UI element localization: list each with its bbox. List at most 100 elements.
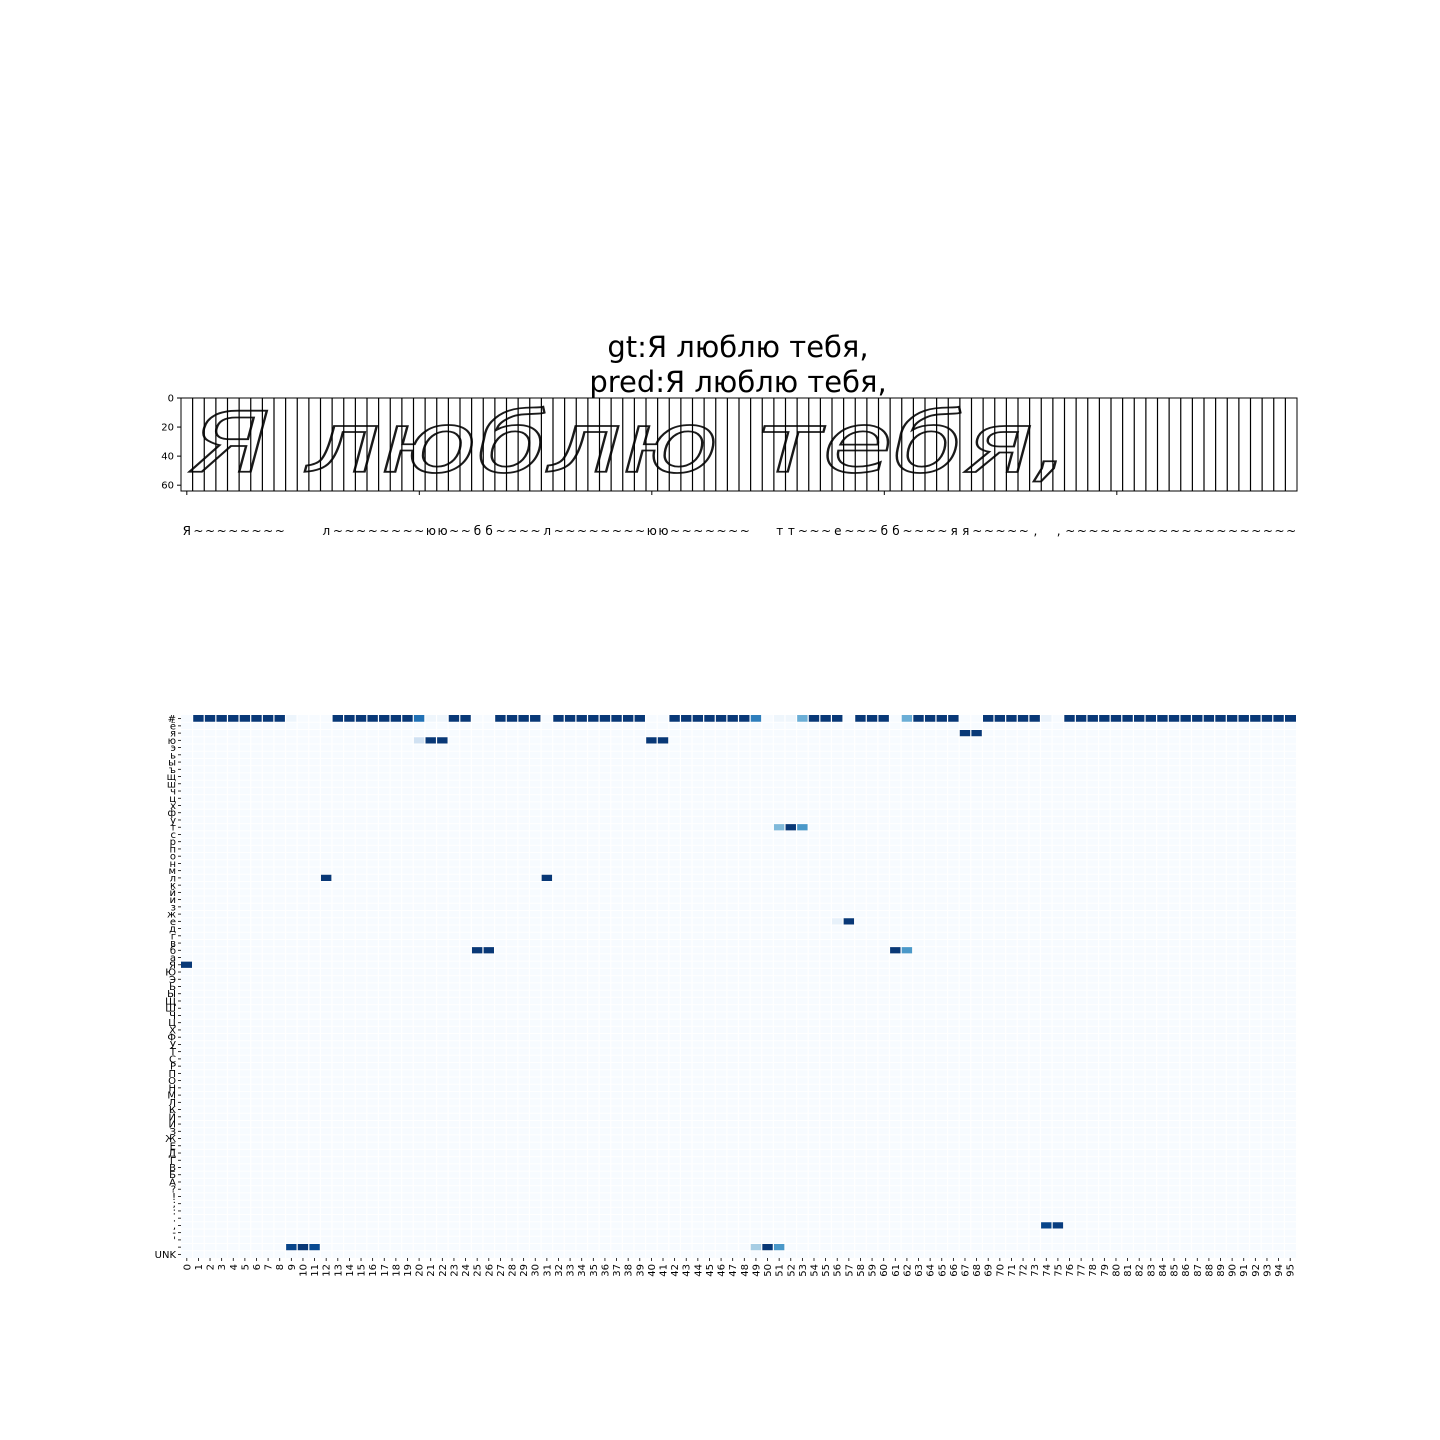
column-char-label: л (322, 524, 330, 538)
heatmap-y-label: щ (167, 772, 176, 783)
column-character-labels: Я ~ ~ ~ ~ ~ ~ ~ ~ л ~ ~ ~ ~ ~ ~ ~ ~ ю ю ~ ~ б б ~ ~ ~ ~ л ~ ~ ~ ~ ~ ~ ~ ~ ю ю ~… (183, 524, 1297, 538)
column-char-label: ~ (705, 524, 715, 538)
heatmap-x-label: 15 (357, 1264, 368, 1277)
heatmap-x-label: 84 (1158, 1264, 1169, 1277)
heatmap-x-label: 12 (322, 1264, 333, 1277)
heatmap-y-label: г (171, 931, 176, 942)
column-char-label: ~ (1228, 524, 1238, 538)
heatmap-cell (401, 715, 414, 723)
heatmap-y-label: Ц (168, 1018, 176, 1029)
heatmap-x-label: 65 (937, 1264, 948, 1277)
heatmap-cell (1261, 715, 1273, 723)
heatmap-cell (1226, 715, 1238, 723)
heatmap-cells (181, 715, 1296, 1251)
heatmap-x-label: 94 (1274, 1264, 1285, 1277)
heatmap-cell (1098, 715, 1111, 723)
column-char-label: ~ (461, 524, 471, 538)
heatmap-y-label: Я (169, 960, 176, 971)
heatmap-cell (1133, 715, 1146, 723)
image-frame (180, 397, 1298, 492)
heatmap-x-label: 57 (844, 1264, 855, 1277)
heatmap-cell (448, 715, 460, 723)
heatmap-x-label: 82 (1135, 1264, 1146, 1277)
column-char-label: т (788, 524, 795, 538)
heatmap-x-label: 49 (751, 1264, 762, 1277)
heatmap-x-label: 74 (1042, 1264, 1053, 1277)
column-char-label: ~ (507, 524, 517, 538)
heatmap-y-label: Н (168, 1083, 176, 1094)
column-char-label: ~ (1100, 524, 1110, 538)
heatmap-y-label: Г (170, 1156, 176, 1167)
heatmap-cell (413, 736, 425, 744)
heatmap-y-label: Ы (167, 989, 176, 1000)
heatmap-x-label: 39 (635, 1264, 646, 1277)
heatmap-x-label: 30 (531, 1264, 542, 1277)
heatmap-cell (192, 715, 205, 723)
heatmap-x-label: 68 (972, 1264, 983, 1277)
heatmap-x-label: 67 (960, 1264, 971, 1277)
heatmap-x-label: 20 (415, 1264, 426, 1277)
column-char-label: ю (658, 524, 668, 538)
heatmap-x-label: 26 (484, 1264, 495, 1277)
heatmap-y-label: А (169, 1177, 176, 1188)
column-char-label: ~ (600, 524, 610, 538)
heatmap-y-label: у (170, 815, 176, 826)
heatmap-cell (970, 729, 983, 737)
column-char-label: ~ (1135, 524, 1145, 538)
heatmap-y-label: . (173, 1214, 176, 1225)
heatmap-x-label: 36 (600, 1264, 611, 1277)
column-char-label: ~ (333, 524, 343, 538)
heatmap-cell (703, 715, 716, 723)
heatmap-cell (1052, 1221, 1064, 1230)
heatmap-y-label: ; (173, 1199, 176, 1210)
heatmap-cell (1214, 715, 1227, 723)
column-char-label: ~ (519, 524, 529, 538)
heatmap-cell (901, 715, 913, 723)
heatmap-y-label: UNK (155, 1250, 177, 1261)
heatmap-x-label: 2 (206, 1264, 217, 1270)
column-char-label: ~ (1147, 524, 1157, 538)
heatmap-cell (1040, 715, 1053, 723)
heatmap-y-label: ы (168, 758, 176, 769)
heatmap-y-label: , (173, 1221, 176, 1232)
heatmap-cell (1063, 715, 1076, 723)
heatmap-x-label: 50 (763, 1264, 774, 1277)
column-char-label: я (962, 524, 969, 538)
heatmap-cell (668, 715, 681, 723)
heatmap-cell (784, 823, 797, 831)
heatmap-y-label: ч (170, 787, 176, 798)
heatmap-cell (912, 715, 925, 723)
column-char-label: ~ (1089, 524, 1099, 538)
heatmap-y-label: р (170, 837, 176, 848)
heatmap-cell (436, 736, 449, 744)
heatmap-y-label: а (170, 953, 176, 964)
heatmap-x-label: 25 (473, 1264, 484, 1277)
column-char-label: ~ (798, 524, 808, 538)
heatmap-x-label: 24 (461, 1264, 472, 1277)
heatmap-x-label: 51 (775, 1264, 786, 1277)
heatmap-cell (575, 715, 588, 723)
heatmap-cell (773, 823, 785, 831)
heatmap-y-label: П (168, 1069, 176, 1080)
heatmap-y-label: н (169, 859, 176, 870)
column-char-label: ~ (903, 524, 913, 538)
heatmap-cell (1272, 715, 1285, 723)
column-char-label: ~ (1170, 524, 1180, 538)
heatmap-y-label: Л (168, 1098, 176, 1109)
column-char-label: ~ (449, 524, 459, 538)
heatmap-y-label: Х (169, 1025, 176, 1036)
heatmap-cell (1040, 1221, 1053, 1230)
heatmap-x-label: 63 (914, 1264, 925, 1277)
heatmap-x-label: 42 (670, 1264, 681, 1277)
column-char-label: ~ (1182, 524, 1192, 538)
heatmap-cell (343, 715, 356, 723)
heatmap-x-label: 47 (728, 1264, 739, 1277)
heatmap-x-label: 32 (554, 1264, 565, 1277)
column-char-label: ю (647, 524, 657, 538)
heatmap-x-label: 46 (717, 1264, 728, 1277)
heatmap-cell (610, 715, 623, 723)
heatmap-y-label: ю (168, 736, 176, 747)
heatmap-x-label: 79 (1100, 1264, 1111, 1277)
heatmap-cell (889, 946, 902, 954)
heatmap-y-label: т (170, 823, 176, 834)
